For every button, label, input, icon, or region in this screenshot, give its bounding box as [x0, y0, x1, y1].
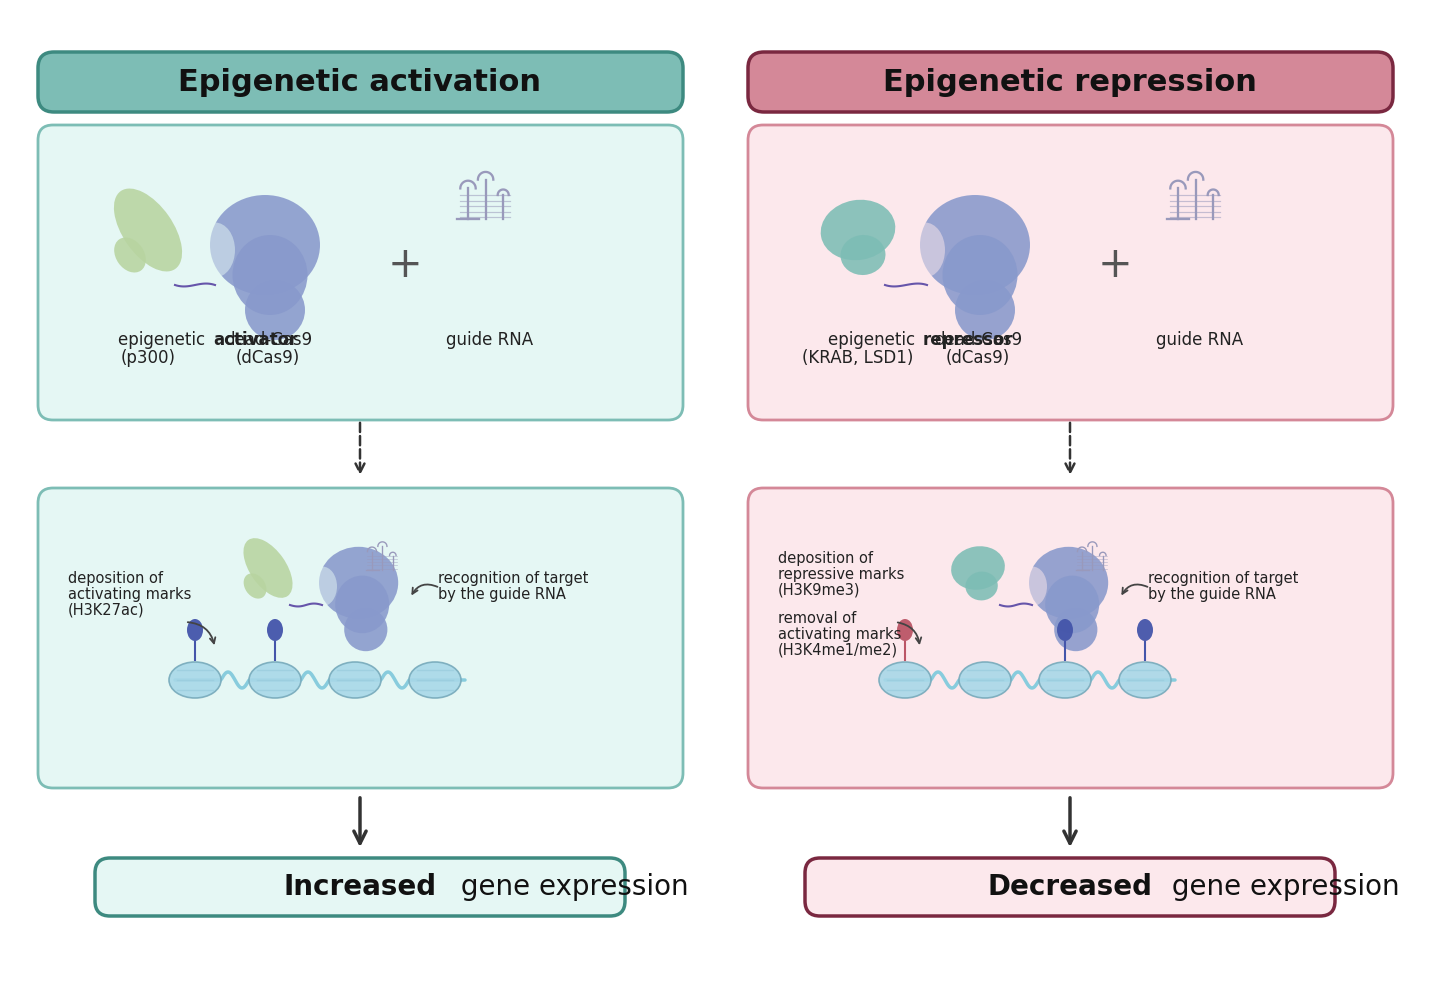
Text: recognition of target: recognition of target — [1148, 571, 1298, 586]
Text: Epigenetic activation: Epigenetic activation — [179, 67, 542, 96]
Ellipse shape — [1018, 567, 1047, 606]
FancyBboxPatch shape — [748, 52, 1393, 112]
Text: (dCas9): (dCas9) — [945, 349, 1010, 367]
Ellipse shape — [879, 662, 931, 698]
Text: Increased: Increased — [283, 873, 436, 901]
Ellipse shape — [267, 619, 283, 641]
Text: dead-Cas9: dead-Cas9 — [934, 331, 1022, 349]
Ellipse shape — [965, 572, 998, 600]
Text: deposition of: deposition of — [69, 571, 163, 586]
Text: by the guide RNA: by the guide RNA — [438, 587, 566, 602]
Ellipse shape — [309, 567, 337, 606]
Ellipse shape — [243, 574, 266, 599]
FancyBboxPatch shape — [748, 125, 1393, 420]
Ellipse shape — [951, 547, 1005, 590]
Ellipse shape — [187, 619, 203, 641]
Text: epigenetic: epigenetic — [828, 331, 921, 349]
Text: +: + — [1098, 244, 1133, 286]
Text: repressor: repressor — [922, 331, 1014, 349]
Text: (KRAB, LSD1): (KRAB, LSD1) — [802, 349, 914, 367]
Text: guide RNA: guide RNA — [446, 331, 533, 349]
Text: (H3K4me1/me2): (H3K4me1/me2) — [778, 642, 898, 657]
Ellipse shape — [245, 280, 305, 340]
Ellipse shape — [335, 576, 389, 633]
Text: Decreased: Decreased — [988, 873, 1153, 901]
Ellipse shape — [249, 662, 300, 698]
Text: (p300): (p300) — [120, 349, 176, 367]
Text: repressive marks: repressive marks — [778, 567, 904, 582]
Ellipse shape — [409, 662, 460, 698]
FancyBboxPatch shape — [39, 125, 684, 420]
Ellipse shape — [210, 195, 320, 295]
Text: epigenetic: epigenetic — [119, 331, 210, 349]
Text: (H3K27ac): (H3K27ac) — [69, 603, 144, 617]
FancyBboxPatch shape — [805, 858, 1336, 916]
FancyBboxPatch shape — [94, 858, 625, 916]
Text: (H3K9me3): (H3K9me3) — [778, 583, 861, 598]
Text: activator: activator — [213, 331, 297, 349]
Ellipse shape — [1057, 619, 1072, 641]
Ellipse shape — [345, 608, 388, 651]
Text: gene expression: gene expression — [452, 873, 689, 901]
Text: recognition of target: recognition of target — [438, 571, 588, 586]
Ellipse shape — [1137, 619, 1153, 641]
Ellipse shape — [1120, 662, 1171, 698]
Ellipse shape — [114, 189, 182, 271]
Ellipse shape — [821, 200, 895, 260]
Text: gene expression: gene expression — [1163, 873, 1400, 901]
Ellipse shape — [905, 222, 945, 277]
Ellipse shape — [1045, 576, 1100, 633]
Text: dead-Cas9: dead-Cas9 — [225, 331, 312, 349]
Ellipse shape — [841, 235, 885, 275]
FancyBboxPatch shape — [748, 488, 1393, 788]
Ellipse shape — [897, 619, 912, 641]
FancyBboxPatch shape — [39, 488, 684, 788]
Ellipse shape — [194, 222, 235, 277]
Ellipse shape — [243, 538, 293, 598]
Text: activating marks: activating marks — [778, 626, 901, 641]
Ellipse shape — [319, 547, 398, 619]
Text: Epigenetic repression: Epigenetic repression — [884, 67, 1257, 96]
Ellipse shape — [955, 280, 1015, 340]
Ellipse shape — [114, 237, 146, 272]
Text: (dCas9): (dCas9) — [236, 349, 300, 367]
Text: removal of: removal of — [778, 610, 857, 625]
Ellipse shape — [233, 235, 307, 315]
Ellipse shape — [329, 662, 380, 698]
Ellipse shape — [1054, 608, 1097, 651]
Text: activating marks: activating marks — [69, 587, 192, 602]
Text: by the guide RNA: by the guide RNA — [1148, 587, 1276, 602]
Text: deposition of: deposition of — [778, 551, 872, 566]
Ellipse shape — [919, 195, 1030, 295]
Ellipse shape — [960, 662, 1011, 698]
Ellipse shape — [942, 235, 1018, 315]
Text: +: + — [388, 244, 422, 286]
Text: guide RNA: guide RNA — [1157, 331, 1244, 349]
FancyBboxPatch shape — [39, 52, 684, 112]
Ellipse shape — [1030, 547, 1108, 619]
Ellipse shape — [169, 662, 222, 698]
Ellipse shape — [1040, 662, 1091, 698]
